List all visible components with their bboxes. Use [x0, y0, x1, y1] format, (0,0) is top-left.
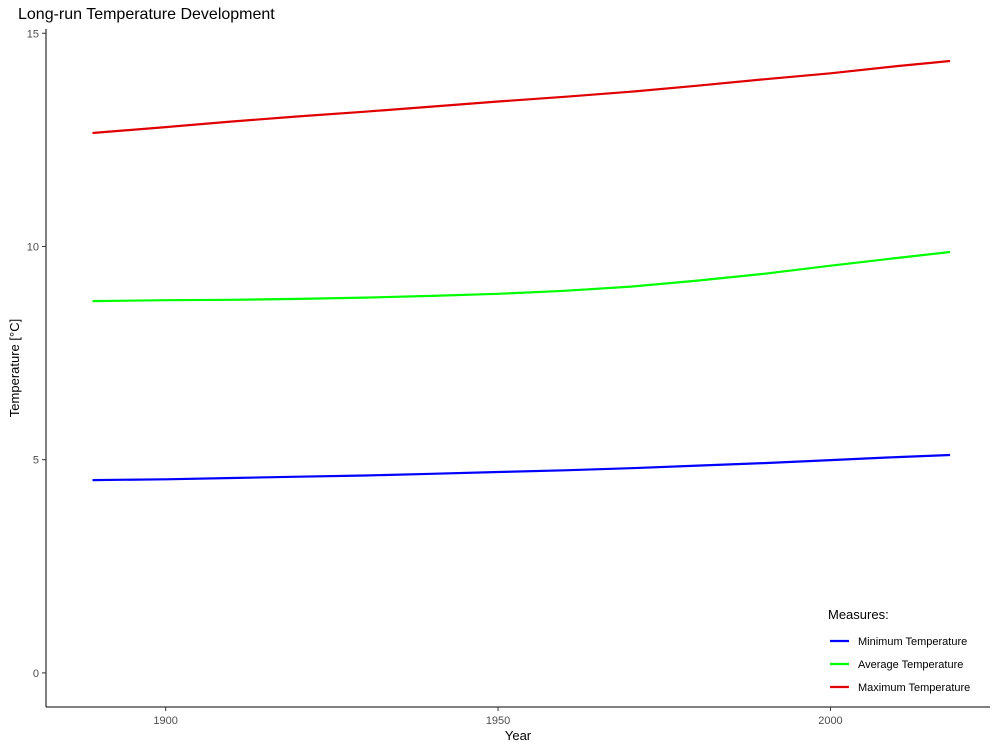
series-line-minimum-temperature — [92, 453, 951, 482]
y-tick-label: 0 — [33, 668, 39, 680]
y-tick-label: 15 — [27, 28, 39, 40]
series-line-maximum-temperature — [92, 59, 951, 135]
chart-title: Long-run Temperature Development — [18, 6, 275, 23]
x-tick-label: 2000 — [818, 715, 842, 727]
legend-label: Minimum Temperature — [858, 636, 967, 648]
y-axis-title: Temperature [°C] — [7, 319, 22, 417]
y-tick-label: 5 — [33, 455, 39, 467]
legend-label: Maximum Temperature — [858, 682, 970, 694]
legend-label: Average Temperature — [858, 659, 963, 671]
legend-title: Measures: — [828, 607, 889, 622]
legend: Measures: Minimum Temperature Average Tem… — [828, 607, 970, 694]
y-tick-label: 10 — [27, 241, 39, 253]
series-lines — [92, 59, 951, 482]
x-axis-ticks: 1900 1950 2000 — [153, 707, 843, 727]
series-line-average-temperature — [92, 250, 951, 303]
y-axis-ticks: 0 5 10 15 — [27, 28, 46, 680]
axes — [45, 29, 990, 708]
x-axis-title: Year — [505, 728, 532, 743]
x-tick-label: 1950 — [486, 715, 510, 727]
x-tick-label: 1900 — [153, 715, 177, 727]
